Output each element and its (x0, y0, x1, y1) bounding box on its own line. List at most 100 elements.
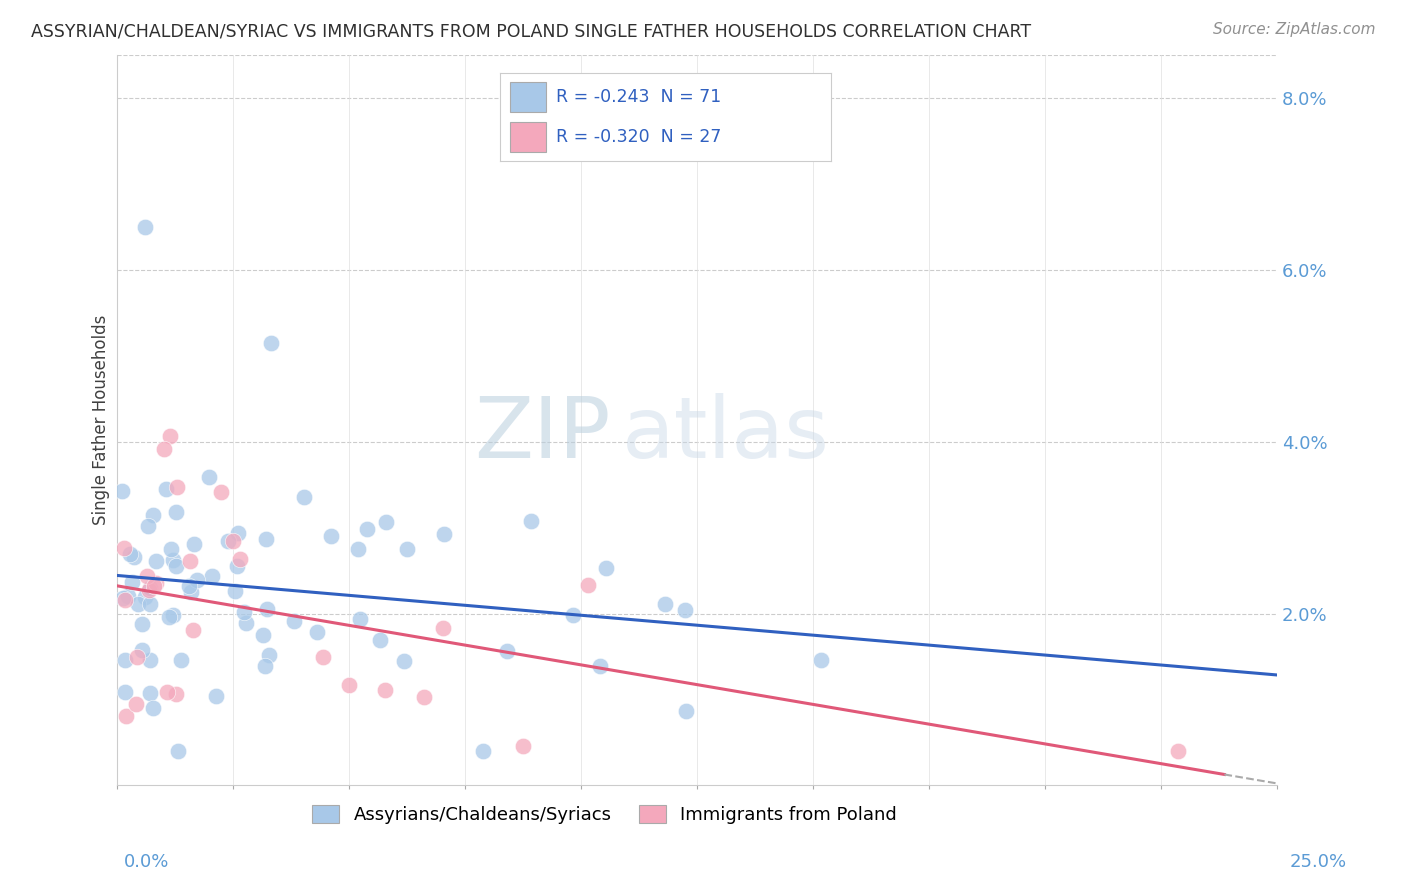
Point (370, 633, 392, 648)
Point (312, 650, 335, 665)
Point (183, 536, 205, 550)
Point (162, 552, 184, 566)
Point (226, 525, 249, 540)
Point (356, 522, 378, 536)
Point (136, 519, 159, 533)
Point (512, 739, 534, 754)
Point (294, 490, 316, 504)
Point (321, 529, 343, 543)
Point (373, 683, 395, 698)
Point (139, 686, 162, 700)
Point (810, 653, 832, 667)
Point (578, 577, 600, 591)
Point (118, 548, 141, 562)
Point (374, 516, 396, 530)
Point (252, 628, 274, 642)
Point (115, 708, 138, 723)
Point (111, 591, 134, 606)
Point (139, 653, 162, 667)
Point (138, 583, 160, 598)
Point (198, 470, 221, 484)
Point (159, 429, 181, 443)
Point (131, 643, 153, 657)
Legend: Assyrians/Chaldeans/Syriacs, Immigrants from Poland: Assyrians/Chaldeans/Syriacs, Immigrants … (305, 797, 904, 831)
Text: Source: ZipAtlas.com: Source: ZipAtlas.com (1212, 22, 1375, 37)
Point (177, 579, 200, 593)
Point (496, 644, 519, 658)
Point (225, 559, 247, 574)
Point (432, 621, 454, 635)
Point (1167, 744, 1189, 758)
Point (153, 442, 176, 456)
Point (136, 569, 159, 583)
Point (165, 687, 187, 701)
Point (211, 485, 233, 500)
Point (181, 623, 204, 637)
Point (156, 685, 179, 699)
Point (217, 533, 239, 548)
Point (595, 561, 617, 575)
Point (180, 584, 202, 599)
Point (256, 602, 278, 616)
Point (235, 615, 257, 630)
Point (346, 541, 368, 556)
Point (413, 690, 436, 704)
Text: ZIP: ZIP (474, 393, 610, 476)
Point (179, 554, 201, 568)
Point (125, 697, 148, 711)
Point (589, 659, 612, 673)
Point (229, 551, 252, 566)
Point (134, 590, 156, 604)
Point (392, 654, 415, 668)
Point (561, 607, 583, 622)
Point (396, 542, 419, 557)
Point (142, 579, 165, 593)
Point (233, 606, 256, 620)
Point (167, 744, 190, 758)
Point (162, 607, 184, 622)
Point (114, 593, 136, 607)
Text: 25.0%: 25.0% (1289, 853, 1347, 871)
Point (145, 576, 167, 591)
Y-axis label: Single Father Households: Single Father Households (93, 315, 110, 525)
Point (283, 614, 305, 628)
Point (433, 526, 456, 541)
Point (165, 505, 187, 519)
Text: 0.0%: 0.0% (124, 853, 169, 871)
Point (155, 482, 177, 496)
Point (254, 532, 277, 546)
Point (131, 617, 153, 632)
Point (349, 612, 371, 626)
Point (307, 625, 329, 640)
Point (520, 514, 543, 528)
Point (166, 480, 188, 494)
Point (165, 558, 187, 573)
Point (125, 649, 148, 664)
Text: ASSYRIAN/CHALDEAN/SYRIAC VS IMMIGRANTS FROM POLAND SINGLE FATHER HOUSEHOLDS CORR: ASSYRIAN/CHALDEAN/SYRIAC VS IMMIGRANTS F… (31, 22, 1031, 40)
Point (257, 648, 280, 662)
Point (160, 541, 183, 556)
Point (114, 653, 136, 667)
Point (222, 533, 245, 548)
Point (654, 597, 676, 611)
Point (127, 597, 149, 611)
Point (121, 574, 143, 589)
Point (673, 602, 696, 616)
Point (114, 684, 136, 698)
Point (112, 541, 135, 556)
Point (139, 597, 162, 611)
Point (170, 653, 193, 667)
Point (142, 701, 165, 715)
Point (205, 690, 228, 704)
Point (224, 583, 246, 598)
Point (111, 483, 134, 498)
Point (139, 581, 162, 595)
Point (472, 744, 495, 758)
Point (157, 610, 180, 624)
Point (260, 336, 283, 351)
Point (675, 704, 697, 718)
Point (117, 589, 139, 603)
Point (186, 573, 208, 587)
Point (254, 659, 277, 673)
Point (142, 508, 165, 522)
